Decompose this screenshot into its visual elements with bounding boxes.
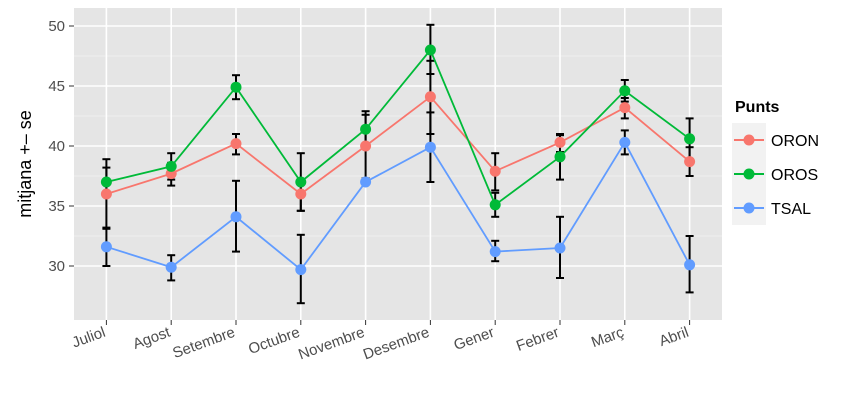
data-point-tsal [619, 136, 631, 148]
x-tick-label: Gener [452, 324, 497, 354]
data-point-tsal [360, 176, 372, 188]
data-point-oron [360, 140, 372, 152]
legend-title: Punts [735, 99, 780, 116]
data-point-tsal [424, 141, 436, 153]
x-tick-label: Febrer [514, 324, 561, 355]
x-tick-label: Desembre [361, 324, 432, 364]
series-line-oros [106, 48, 691, 207]
y-tick-label: 50 [48, 18, 65, 35]
y-tick-label: 40 [48, 138, 65, 155]
data-point-oron [230, 138, 242, 150]
legend-label-oron: ORON [771, 133, 819, 150]
data-point-oros [489, 199, 501, 211]
data-point-tsal [165, 261, 177, 273]
data-point-oros [619, 85, 631, 97]
data-point-oron [100, 188, 112, 200]
legend-key-point [743, 134, 755, 146]
x-tick-label: Agost [131, 324, 174, 353]
data-point-oros [165, 160, 177, 172]
y-tick-label: 45 [48, 78, 65, 95]
data-point-tsal [230, 211, 242, 223]
y-tick-label: 30 [48, 258, 65, 275]
data-point-oros [230, 81, 242, 93]
x-tick-label: Setembre [170, 324, 237, 362]
data-point-oron [619, 102, 631, 114]
x-tick-label: Octubre [246, 324, 302, 358]
data-point-oros [100, 176, 112, 188]
data-point-tsal [489, 246, 501, 258]
data-point-tsal [684, 259, 696, 271]
data-point-tsal [100, 241, 112, 253]
y-axis-ticks: 30 35 40 45 50 [48, 18, 74, 275]
x-tick-label: Març [589, 324, 627, 352]
data-point-oron [295, 188, 307, 200]
data-point-tsal [554, 242, 566, 254]
x-tick-label: Abril [657, 324, 691, 350]
data-point-oros [360, 123, 372, 135]
y-tick-label: 35 [48, 198, 65, 215]
data-point-oron [489, 165, 501, 177]
legend-key-point [743, 202, 755, 214]
x-tick-label: Juliol [70, 324, 108, 352]
legend-label-oros: OROS [771, 167, 818, 184]
series-line-tsal [106, 140, 691, 271]
minor-grid [74, 55, 722, 237]
data-point-oros [684, 133, 696, 145]
data-point-oron [424, 91, 436, 103]
y-axis-title: mitjana +– se [15, 110, 35, 218]
data-point-tsal [295, 264, 307, 276]
legend-key-point [743, 168, 755, 180]
legend: Punts ORON OROS TSAL [732, 99, 819, 225]
data-point-oros [424, 44, 436, 56]
x-tick-label: Novembre [296, 324, 367, 364]
series-lines [106, 48, 691, 271]
legend-label-tsal: TSAL [771, 201, 811, 218]
data-point-oros [295, 176, 307, 188]
data-point-oron [684, 156, 696, 168]
data-points [100, 44, 696, 276]
data-point-oron [554, 136, 566, 148]
data-point-oros [554, 151, 566, 163]
